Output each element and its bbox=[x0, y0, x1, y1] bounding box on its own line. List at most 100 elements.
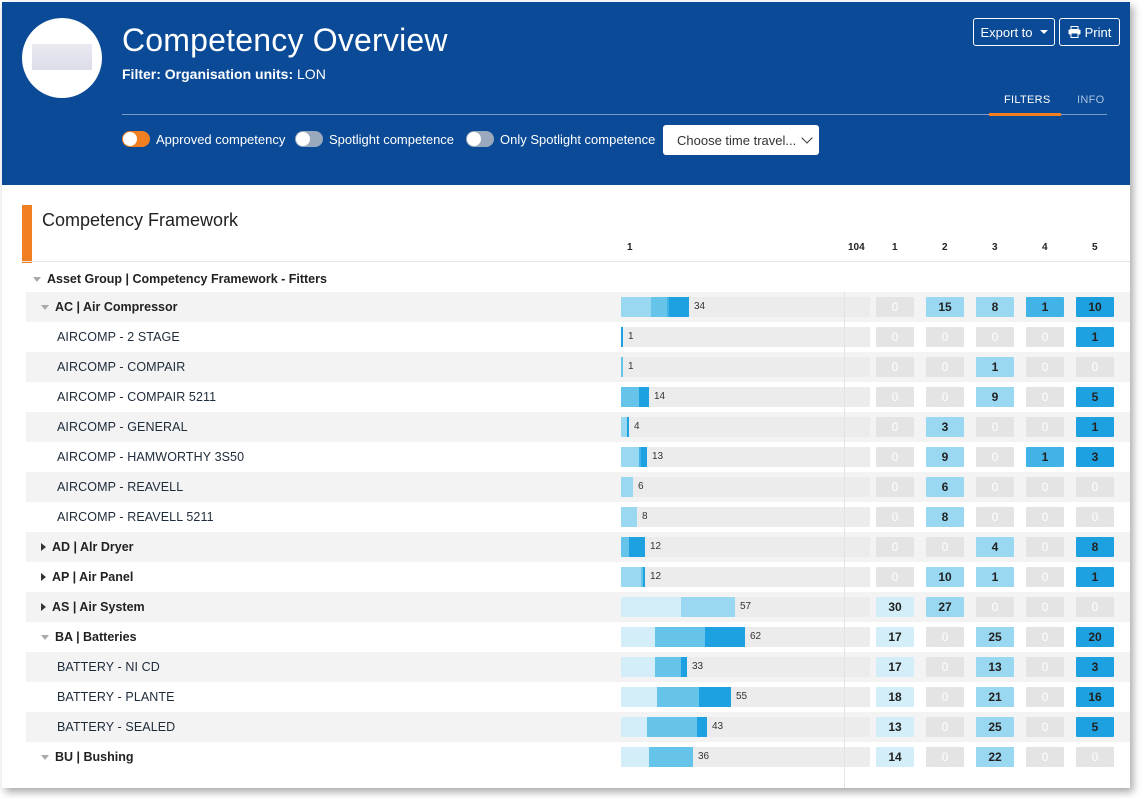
collapse-icon[interactable] bbox=[41, 634, 49, 640]
level-4-count[interactable]: 0 bbox=[1026, 597, 1064, 617]
level-3-count[interactable]: 21 bbox=[976, 687, 1014, 707]
level-2-count[interactable]: 0 bbox=[926, 657, 964, 677]
level-3-count[interactable]: 1 bbox=[976, 357, 1014, 377]
level-5-count[interactable]: 0 bbox=[1076, 357, 1114, 377]
level-5-count[interactable]: 5 bbox=[1076, 387, 1114, 407]
level-5-count[interactable]: 8 bbox=[1076, 537, 1114, 557]
toggle-approved-competency[interactable]: Approved competency bbox=[122, 131, 285, 147]
level-4-count[interactable]: 0 bbox=[1026, 537, 1064, 557]
level-1-count[interactable]: 0 bbox=[876, 537, 914, 557]
competency-row[interactable]: AIRCOMP - GENERAL 4 0 3 0 0 1 bbox=[26, 412, 1130, 442]
level-5-count[interactable]: 0 bbox=[1076, 747, 1114, 767]
level-1-count[interactable]: 0 bbox=[876, 297, 914, 317]
level-5-count[interactable]: 1 bbox=[1076, 567, 1114, 587]
level-2-count[interactable]: 9 bbox=[926, 447, 964, 467]
level-4-count[interactable]: 0 bbox=[1026, 567, 1064, 587]
category-row[interactable]: BU | Bushing 36 14 0 22 0 0 bbox=[26, 742, 1130, 772]
level-4-count[interactable]: 1 bbox=[1026, 447, 1064, 467]
print-button[interactable]: Print bbox=[1059, 18, 1120, 46]
level-3-count[interactable]: 4 bbox=[976, 537, 1014, 557]
collapse-icon[interactable] bbox=[41, 304, 49, 310]
level-1-count[interactable]: 0 bbox=[876, 477, 914, 497]
export-button[interactable]: Export to bbox=[973, 18, 1055, 46]
level-4-count[interactable]: 0 bbox=[1026, 717, 1064, 737]
level-3-count[interactable]: 22 bbox=[976, 747, 1014, 767]
level-5-count[interactable]: 1 bbox=[1076, 417, 1114, 437]
category-row[interactable]: AP | Air Panel 12 0 10 1 0 1 bbox=[26, 562, 1130, 592]
level-1-count[interactable]: 30 bbox=[876, 597, 914, 617]
level-5-count[interactable]: 5 bbox=[1076, 717, 1114, 737]
level-3-count[interactable]: 9 bbox=[976, 387, 1014, 407]
level-1-count[interactable]: 18 bbox=[876, 687, 914, 707]
level-1-count[interactable]: 0 bbox=[876, 447, 914, 467]
level-2-count[interactable]: 0 bbox=[926, 537, 964, 557]
level-1-count[interactable]: 13 bbox=[876, 717, 914, 737]
competency-row[interactable]: BATTERY - PLANTE 55 18 0 21 0 16 bbox=[26, 682, 1130, 712]
level-1-count[interactable]: 14 bbox=[876, 747, 914, 767]
level-2-count[interactable]: 0 bbox=[926, 747, 964, 767]
level-4-count[interactable]: 0 bbox=[1026, 417, 1064, 437]
level-2-count[interactable]: 0 bbox=[926, 357, 964, 377]
level-3-count[interactable]: 8 bbox=[976, 297, 1014, 317]
toggle-spotlight-competence[interactable]: Spotlight competence bbox=[295, 131, 454, 147]
level-3-count[interactable]: 25 bbox=[976, 627, 1014, 647]
level-4-count[interactable]: 0 bbox=[1026, 657, 1064, 677]
level-1-count[interactable]: 17 bbox=[876, 627, 914, 647]
level-2-count[interactable]: 15 bbox=[926, 297, 964, 317]
competency-row[interactable]: AIRCOMP - HAMWORTHY 3S50 13 0 9 0 1 3 bbox=[26, 442, 1130, 472]
level-3-count[interactable]: 0 bbox=[976, 507, 1014, 527]
level-2-count[interactable]: 0 bbox=[926, 627, 964, 647]
level-1-count[interactable]: 0 bbox=[876, 507, 914, 527]
competency-row[interactable]: BATTERY - NI CD 33 17 0 13 0 3 bbox=[26, 652, 1130, 682]
level-3-count[interactable]: 0 bbox=[976, 477, 1014, 497]
tab-info[interactable]: INFO bbox=[1077, 94, 1105, 106]
level-2-count[interactable]: 6 bbox=[926, 477, 964, 497]
level-4-count[interactable]: 0 bbox=[1026, 477, 1064, 497]
collapse-icon[interactable] bbox=[33, 276, 41, 282]
level-1-count[interactable]: 17 bbox=[876, 657, 914, 677]
level-5-count[interactable]: 20 bbox=[1076, 627, 1114, 647]
level-5-count[interactable]: 0 bbox=[1076, 477, 1114, 497]
level-2-count[interactable]: 0 bbox=[926, 717, 964, 737]
competency-row[interactable]: AIRCOMP - COMPAIR 5211 14 0 0 9 0 5 bbox=[26, 382, 1130, 412]
level-1-count[interactable]: 0 bbox=[876, 327, 914, 347]
level-3-count[interactable]: 0 bbox=[976, 327, 1014, 347]
level-2-count[interactable]: 0 bbox=[926, 687, 964, 707]
level-2-count[interactable]: 8 bbox=[926, 507, 964, 527]
competency-row[interactable]: BATTERY - SEALED 43 13 0 25 0 5 bbox=[26, 712, 1130, 742]
toggle-switch[interactable] bbox=[466, 131, 494, 147]
level-4-count[interactable]: 0 bbox=[1026, 687, 1064, 707]
level-5-count[interactable]: 10 bbox=[1076, 297, 1114, 317]
level-3-count[interactable]: 25 bbox=[976, 717, 1014, 737]
asset-group-row[interactable]: Asset Group | Competency Framework - Fit… bbox=[22, 267, 327, 291]
expand-icon[interactable] bbox=[41, 603, 46, 611]
level-1-count[interactable]: 0 bbox=[876, 417, 914, 437]
level-4-count[interactable]: 0 bbox=[1026, 627, 1064, 647]
category-row[interactable]: BA | Batteries 62 17 0 25 0 20 bbox=[26, 622, 1130, 652]
tab-filters[interactable]: FILTERS bbox=[1004, 94, 1051, 106]
level-5-count[interactable]: 16 bbox=[1076, 687, 1114, 707]
competency-row[interactable]: AIRCOMP - REAVELL 6 0 6 0 0 0 bbox=[26, 472, 1130, 502]
level-5-count[interactable]: 3 bbox=[1076, 447, 1114, 467]
level-2-count[interactable]: 10 bbox=[926, 567, 964, 587]
level-4-count[interactable]: 0 bbox=[1026, 357, 1064, 377]
expand-icon[interactable] bbox=[41, 543, 46, 551]
level-3-count[interactable]: 0 bbox=[976, 597, 1014, 617]
level-1-count[interactable]: 0 bbox=[876, 387, 914, 407]
time-travel-select[interactable]: Choose time travel... bbox=[663, 125, 819, 155]
level-2-count[interactable]: 3 bbox=[926, 417, 964, 437]
level-4-count[interactable]: 0 bbox=[1026, 387, 1064, 407]
level-3-count[interactable]: 1 bbox=[976, 567, 1014, 587]
toggle-switch[interactable] bbox=[295, 131, 323, 147]
expand-icon[interactable] bbox=[41, 573, 46, 581]
level-2-count[interactable]: 27 bbox=[926, 597, 964, 617]
level-3-count[interactable]: 13 bbox=[976, 657, 1014, 677]
competency-row[interactable]: AIRCOMP - 2 STAGE 1 0 0 0 0 1 bbox=[26, 322, 1130, 352]
level-4-count[interactable]: 0 bbox=[1026, 747, 1064, 767]
level-5-count[interactable]: 1 bbox=[1076, 327, 1114, 347]
level-4-count[interactable]: 0 bbox=[1026, 327, 1064, 347]
level-5-count[interactable]: 0 bbox=[1076, 597, 1114, 617]
level-2-count[interactable]: 0 bbox=[926, 387, 964, 407]
collapse-icon[interactable] bbox=[41, 754, 49, 760]
level-1-count[interactable]: 0 bbox=[876, 357, 914, 377]
